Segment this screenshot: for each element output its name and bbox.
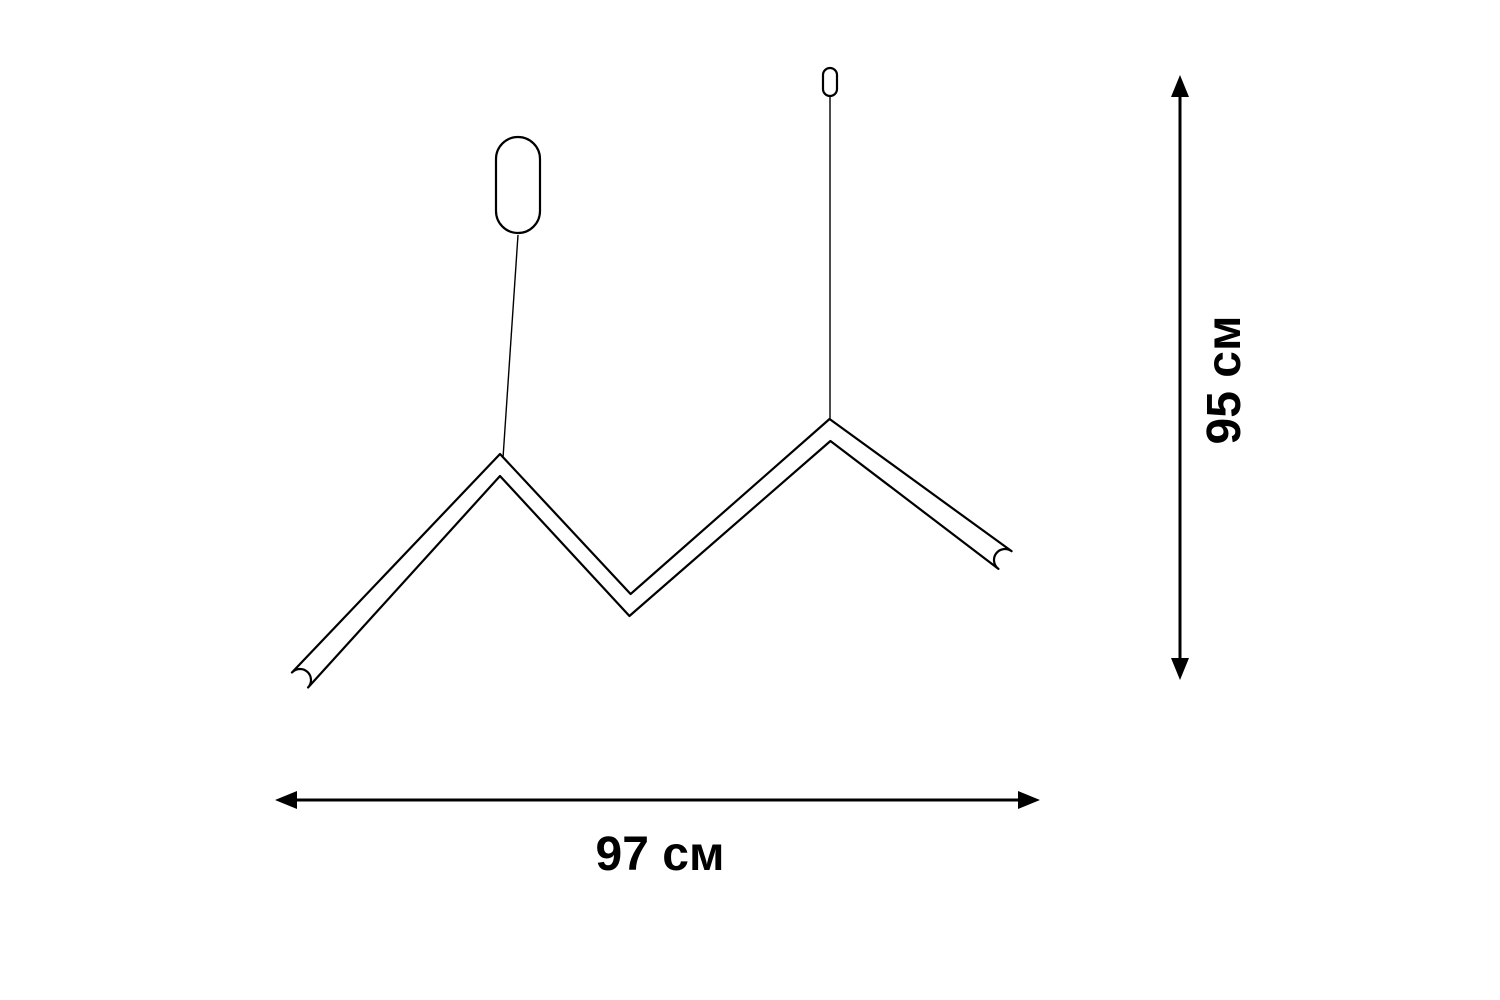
dimension-arrows xyxy=(275,75,1189,809)
dimension-diagram: 97 см 95 см xyxy=(0,0,1500,1000)
dimension-labels: 97 см 95 см xyxy=(596,316,1251,881)
width-dimension-label: 97 см xyxy=(596,828,725,881)
lamp-outline xyxy=(292,68,1012,687)
height-dimension-label: 95 см xyxy=(1198,316,1251,445)
